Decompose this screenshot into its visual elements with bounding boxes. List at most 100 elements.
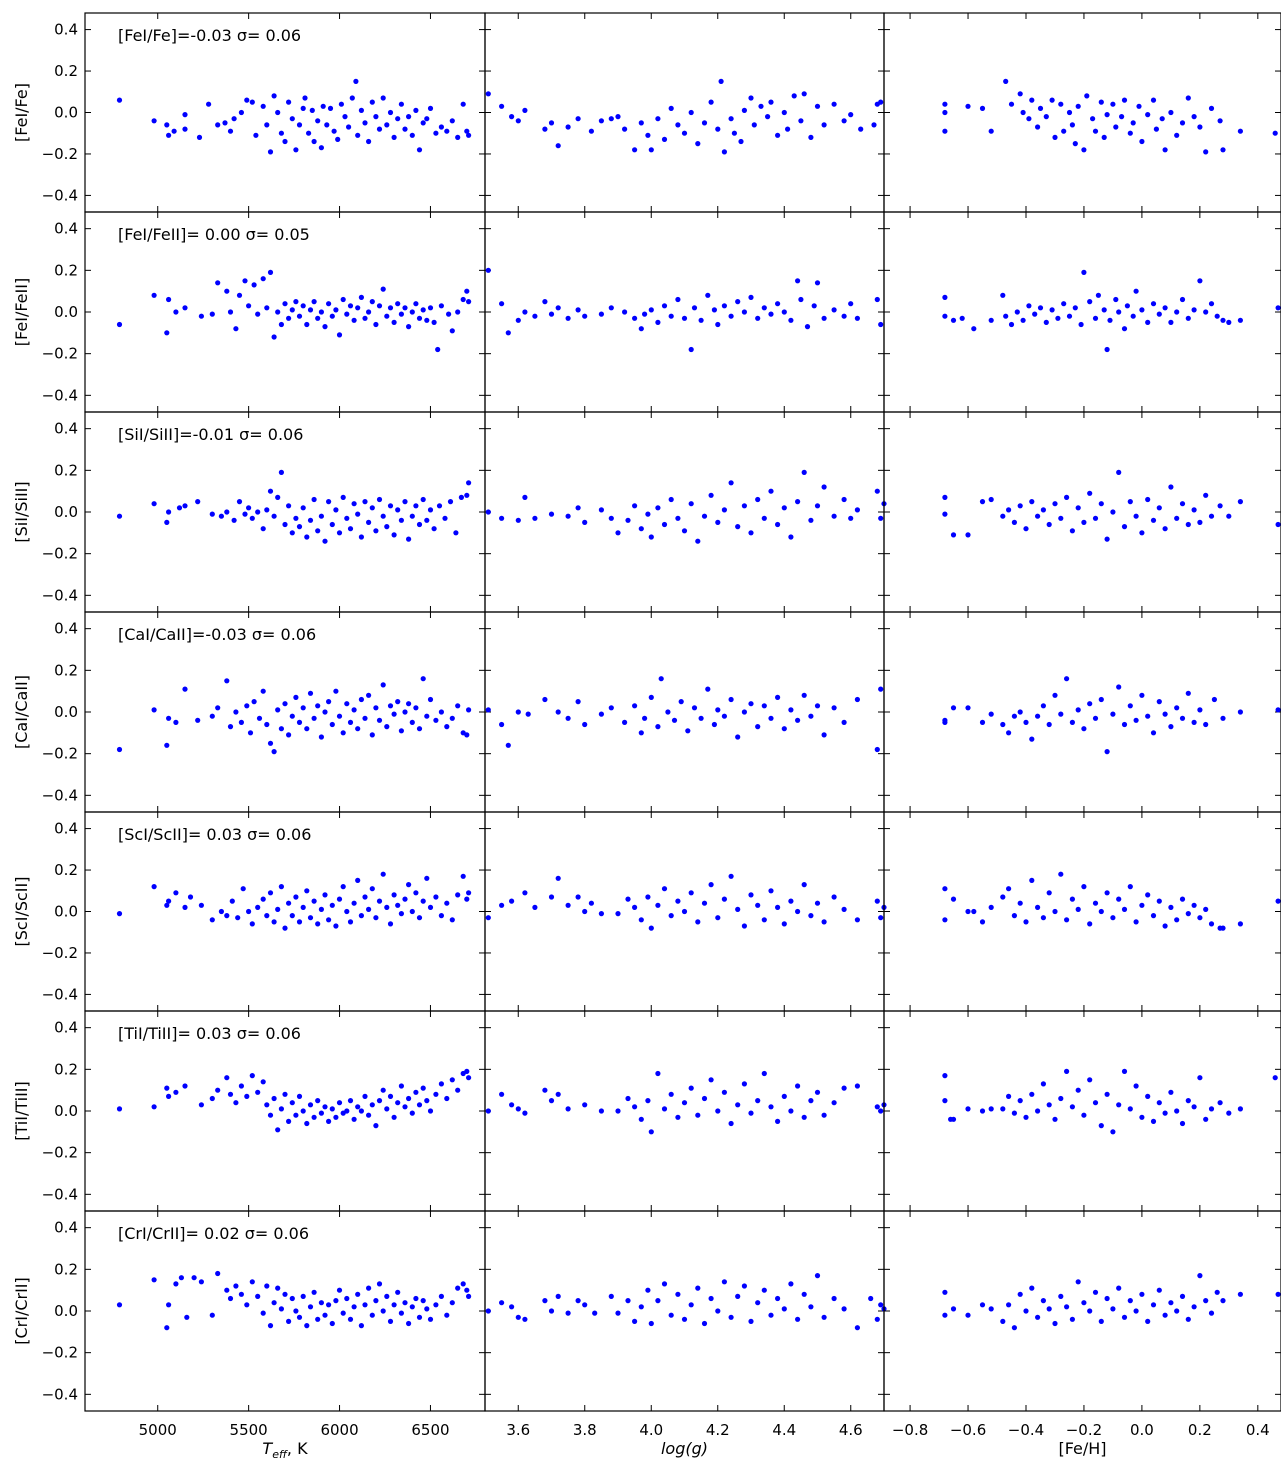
data-point-cai-caii-teff	[387, 703, 394, 709]
data-point-sci-scii-feh	[942, 917, 948, 923]
data-point-cai-caii-feh	[1145, 713, 1151, 719]
data-point-fei-feii-teff	[347, 303, 354, 309]
data-point-tii-tiii-teff	[329, 1106, 335, 1112]
data-point-fei-fe-logg	[509, 114, 515, 120]
data-point-fei-feii-teff	[304, 321, 310, 328]
data-point-tii-tiii-teff	[151, 1104, 157, 1110]
data-point-cri-crii-feh	[1237, 1291, 1243, 1297]
data-point-tii-tiii-teff	[336, 1100, 343, 1106]
data-point-cai-caii-feh	[1087, 701, 1093, 707]
data-point-cri-crii-teff	[326, 1302, 332, 1308]
data-point-sci-scii-feh	[1237, 921, 1243, 927]
data-point-sii-siii-logg	[748, 530, 754, 536]
data-point-fei-fe-feh	[1220, 147, 1226, 153]
data-point-cai-caii-teff	[304, 726, 310, 732]
data-point-fei-fe-logg	[668, 105, 674, 111]
data-point-fei-fe-feh	[1110, 101, 1116, 107]
data-point-fei-fe-teff	[267, 149, 274, 155]
data-point-fei-fe-teff	[342, 114, 348, 120]
data-point-cai-caii-teff	[433, 717, 439, 723]
data-point-sci-scii-logg	[532, 904, 538, 911]
data-point-sii-siii-teff	[424, 517, 430, 523]
data-point-fei-fe-logg	[871, 122, 877, 128]
data-point-sii-siii-logg	[854, 507, 861, 513]
data-point-cai-caii-logg	[671, 717, 678, 723]
data-point-cri-crii-teff	[227, 1295, 234, 1302]
data-point-fei-fe-logg	[638, 120, 644, 126]
y-axes-layer: [FeI/Fe] 0.4 0.2 0.0 −0.2 −0.4 [FeI/FeII] 0.4 0.…	[12, 21, 78, 1404]
data-point-fei-fe-teff	[315, 118, 321, 124]
data-point-cai-caii-logg	[741, 709, 748, 715]
data-point-tii-tiii-teff	[249, 1073, 255, 1079]
data-point-cai-caii-logg	[622, 719, 628, 726]
data-point-sci-scii-teff	[380, 871, 386, 877]
data-point-cri-crii-teff	[376, 1281, 383, 1287]
panel-annotation-tii-tiii: [TiI/TiII]= 0.03 σ= 0.06	[118, 1024, 301, 1043]
data-point-cri-crii-teff	[271, 1300, 277, 1306]
data-point-sii-siii-logg	[681, 528, 688, 534]
data-point-fei-feii-logg	[821, 315, 827, 321]
data-point-sci-scii-teff	[293, 894, 299, 900]
data-point-sii-siii-feh	[1203, 492, 1209, 498]
data-point-cri-crii-logg	[515, 1314, 521, 1320]
data-point-fei-fe-feh	[1174, 132, 1180, 138]
data-point-fei-fe-logg	[831, 101, 837, 107]
data-point-cai-caii-logg	[788, 707, 794, 713]
data-point-cai-caii-feh	[942, 719, 948, 726]
data-point-tii-tiii-teff	[238, 1083, 244, 1089]
data-point-sii-siii-feh	[1011, 519, 1018, 526]
data-point-sci-scii-feh	[1069, 896, 1075, 902]
data-point-sci-scii-logg	[721, 896, 728, 902]
data-point-fei-feii-logg	[795, 278, 801, 284]
y-tick-label: −0.2	[42, 1144, 78, 1162]
data-point-tii-tiii-teff	[164, 1085, 170, 1091]
data-point-sii-siii-teff	[209, 511, 215, 517]
data-point-sci-scii-logg	[854, 917, 861, 923]
data-point-fei-fe-teff	[238, 109, 244, 116]
panel-fei-feii-col-1: [FeI/FeII]= 0.00 σ= 0.05	[84, 211, 486, 413]
data-point-cai-caii-logg	[808, 713, 814, 719]
data-point-tii-tiii-feh	[1272, 1075, 1278, 1081]
data-point-fei-feii-logg	[688, 346, 694, 353]
data-point-cri-crii-feh	[1185, 1316, 1191, 1322]
data-point-sci-scii-teff	[198, 902, 204, 908]
data-point-tii-tiii-feh	[1203, 1116, 1209, 1122]
y-axis-label-fei-fe: [FeI/Fe]	[12, 83, 31, 142]
data-point-sii-siii-logg	[615, 530, 621, 536]
data-point-cri-crii-logg	[781, 1306, 787, 1312]
data-point-fei-feii-feh	[959, 315, 965, 321]
data-point-fei-feii-logg	[874, 296, 880, 303]
data-point-sii-siii-feh	[965, 532, 971, 538]
data-point-cai-caii-logg	[775, 694, 781, 701]
data-point-cri-crii-teff	[366, 1285, 372, 1291]
data-point-cai-caii-logg	[575, 699, 581, 705]
data-point-fei-feii-feh	[1220, 317, 1226, 323]
data-point-cri-crii-logg	[728, 1314, 734, 1320]
data-point-tii-tiii-feh	[1069, 1104, 1075, 1110]
data-point-tii-tiii-logg	[795, 1083, 801, 1089]
data-point-tii-tiii-teff	[322, 1104, 328, 1110]
data-point-cri-crii-teff	[384, 1293, 390, 1299]
data-point-cri-crii-teff	[286, 1318, 292, 1324]
data-point-sii-siii-feh	[942, 511, 948, 517]
data-point-fei-feii-logg	[622, 309, 628, 315]
data-point-fei-fe-teff	[424, 116, 430, 122]
data-point-sci-scii-logg	[555, 875, 561, 881]
data-point-tii-tiii-logg	[509, 1102, 515, 1108]
data-point-sii-siii-feh	[1174, 515, 1180, 521]
data-point-fei-fe-teff	[362, 120, 368, 126]
data-point-sii-siii-feh	[1217, 503, 1223, 509]
data-point-cri-crii-teff	[215, 1270, 221, 1277]
data-point-fei-fe-teff	[182, 112, 188, 118]
panel-annotation-fei-fe: [FeI/Fe]=-0.03 σ= 0.06	[118, 26, 301, 45]
data-point-fei-feii-teff	[358, 294, 364, 300]
data-point-tii-tiii-logg	[728, 1120, 734, 1127]
data-point-cri-crii-teff	[336, 1287, 343, 1293]
data-point-fei-feii-logg	[748, 294, 754, 300]
data-point-fei-feii-teff	[173, 309, 179, 315]
data-point-sci-scii-teff	[391, 892, 397, 898]
data-point-tii-tiii-teff	[369, 1102, 375, 1108]
data-point-tii-tiii-logg	[638, 1116, 644, 1122]
data-point-fei-feii-teff	[296, 313, 303, 319]
data-point-sii-siii-logg	[781, 505, 787, 511]
